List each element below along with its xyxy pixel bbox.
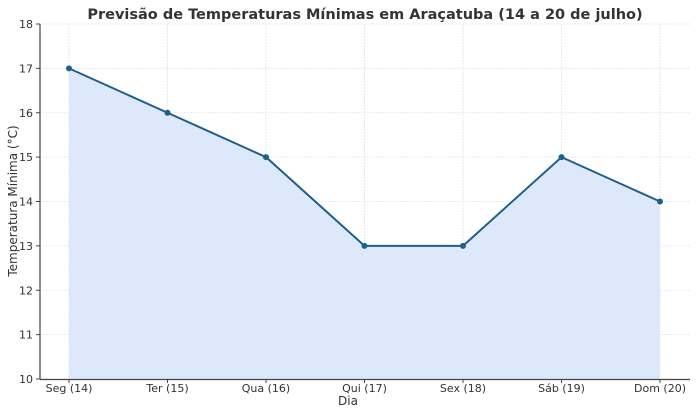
y-tick-label: 17 bbox=[19, 62, 33, 75]
y-axis-label: Temperatura Mínima (°C) bbox=[6, 125, 20, 277]
x-tick-label: Dom (20) bbox=[634, 382, 686, 395]
data-point bbox=[657, 198, 663, 205]
y-axis-ticks: 10 11 12 13 14 15 16 17 18 bbox=[19, 18, 40, 386]
y-tick-label: 13 bbox=[19, 240, 33, 253]
x-tick-label: Seg (14) bbox=[46, 382, 93, 395]
y-tick-label: 16 bbox=[19, 107, 33, 120]
y-tick-label: 10 bbox=[19, 373, 33, 386]
y-tick-label: 12 bbox=[19, 284, 33, 297]
chart-title: Previsão de Temperaturas Mínimas em Araç… bbox=[87, 7, 642, 23]
data-point bbox=[460, 242, 466, 249]
y-tick-label: 14 bbox=[19, 196, 33, 209]
y-tick-label: 18 bbox=[19, 18, 33, 31]
y-tick-label: 11 bbox=[19, 329, 33, 342]
data-point bbox=[66, 65, 72, 72]
data-point bbox=[558, 154, 565, 161]
x-tick-label: Sex (18) bbox=[440, 382, 486, 395]
x-axis-ticks: Seg (14) Ter (15) Qua (16) Qui (17) Sex (18)… bbox=[46, 379, 686, 395]
data-point bbox=[361, 242, 368, 249]
x-tick-label: Qua (16) bbox=[242, 382, 290, 395]
x-tick-label: Sáb (19) bbox=[538, 382, 585, 395]
data-points bbox=[66, 65, 663, 249]
data-point bbox=[164, 109, 171, 116]
data-point bbox=[263, 154, 269, 161]
x-tick-label: Qui (17) bbox=[342, 382, 387, 395]
x-axis-label: Dia bbox=[338, 394, 358, 408]
area-fill bbox=[69, 68, 660, 379]
x-tick-label: Ter (15) bbox=[145, 382, 188, 395]
y-tick-label: 15 bbox=[19, 151, 33, 164]
